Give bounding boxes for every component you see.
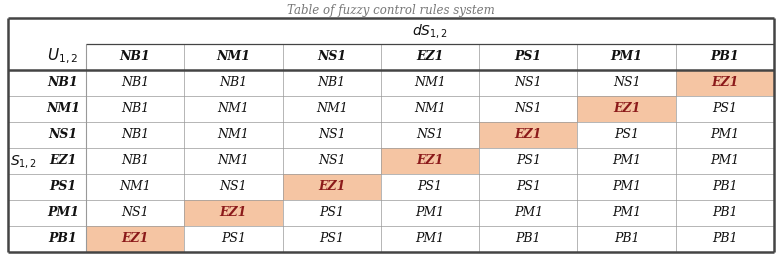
Text: NB1: NB1	[121, 103, 149, 116]
Text: PM1: PM1	[612, 207, 641, 220]
Text: EZ1: EZ1	[121, 232, 149, 245]
Text: PS1: PS1	[418, 181, 443, 194]
Text: NM1: NM1	[316, 103, 347, 116]
Text: NS1: NS1	[515, 103, 542, 116]
Text: EZ1: EZ1	[220, 207, 247, 220]
Text: PS1: PS1	[614, 129, 639, 141]
Text: NS1: NS1	[317, 50, 346, 63]
Text: NM1: NM1	[217, 129, 249, 141]
Text: NM1: NM1	[46, 103, 80, 116]
Bar	[479, 122, 577, 148]
Text: NB1: NB1	[317, 76, 346, 89]
Text: NS1: NS1	[515, 76, 542, 89]
Text: NM1: NM1	[217, 103, 249, 116]
Bar	[577, 96, 676, 122]
Text: $S_{1,2}$: $S_{1,2}$	[10, 153, 38, 170]
Text: EZ1: EZ1	[613, 103, 640, 116]
Bar	[86, 226, 185, 252]
Text: NB1: NB1	[48, 76, 78, 89]
Text: PB1: PB1	[712, 232, 737, 245]
Text: PS1: PS1	[221, 232, 246, 245]
Text: PB1: PB1	[712, 207, 737, 220]
Text: NS1: NS1	[318, 154, 346, 167]
Text: $dS_{1,2}$: $dS_{1,2}$	[412, 22, 448, 40]
Bar	[282, 174, 381, 200]
Text: EZ1: EZ1	[515, 129, 542, 141]
Text: NM1: NM1	[120, 181, 151, 194]
Text: PM1: PM1	[710, 154, 740, 167]
Text: NS1: NS1	[613, 76, 640, 89]
Text: NM1: NM1	[414, 76, 446, 89]
Text: PB1: PB1	[515, 232, 541, 245]
Text: PB1: PB1	[614, 232, 640, 245]
Text: PS1: PS1	[516, 181, 541, 194]
Text: PM1: PM1	[612, 154, 641, 167]
Text: PS1: PS1	[712, 103, 737, 116]
Bar	[185, 200, 282, 226]
Text: PM1: PM1	[612, 181, 641, 194]
Bar	[381, 148, 479, 174]
Text: PS1: PS1	[319, 207, 344, 220]
Text: PS1: PS1	[515, 50, 542, 63]
Text: NM1: NM1	[217, 50, 250, 63]
Text: PM1: PM1	[415, 232, 444, 245]
Text: PM1: PM1	[710, 129, 740, 141]
Text: PB1: PB1	[48, 232, 77, 245]
Text: NS1: NS1	[416, 129, 444, 141]
Text: PS1: PS1	[319, 232, 344, 245]
Text: NB1: NB1	[121, 76, 149, 89]
Text: PM1: PM1	[611, 50, 643, 63]
Text: Table of fuzzy control rules system: Table of fuzzy control rules system	[287, 4, 495, 17]
Text: PB1: PB1	[712, 181, 737, 194]
Text: PM1: PM1	[514, 207, 543, 220]
Text: NS1: NS1	[220, 181, 247, 194]
Text: EZ1: EZ1	[416, 154, 443, 167]
Text: PS1: PS1	[49, 181, 77, 194]
Bar	[676, 70, 774, 96]
Text: PM1: PM1	[47, 207, 79, 220]
Text: PB1: PB1	[711, 50, 739, 63]
Text: NB1: NB1	[121, 154, 149, 167]
Text: EZ1: EZ1	[49, 154, 77, 167]
Text: EZ1: EZ1	[318, 181, 346, 194]
Text: EZ1: EZ1	[711, 76, 738, 89]
Text: NS1: NS1	[48, 129, 77, 141]
Text: NB1: NB1	[220, 76, 247, 89]
Text: NB1: NB1	[121, 129, 149, 141]
Text: $\boldsymbol{\mathit{U}}_{1,2}$: $\boldsymbol{\mathit{U}}_{1,2}$	[48, 46, 79, 66]
Text: NM1: NM1	[414, 103, 446, 116]
Text: PS1: PS1	[516, 154, 541, 167]
Text: NB1: NB1	[120, 50, 150, 63]
Text: PM1: PM1	[415, 207, 444, 220]
Text: NS1: NS1	[121, 207, 149, 220]
Text: NM1: NM1	[217, 154, 249, 167]
Text: EZ1: EZ1	[416, 50, 443, 63]
Text: NS1: NS1	[318, 129, 346, 141]
